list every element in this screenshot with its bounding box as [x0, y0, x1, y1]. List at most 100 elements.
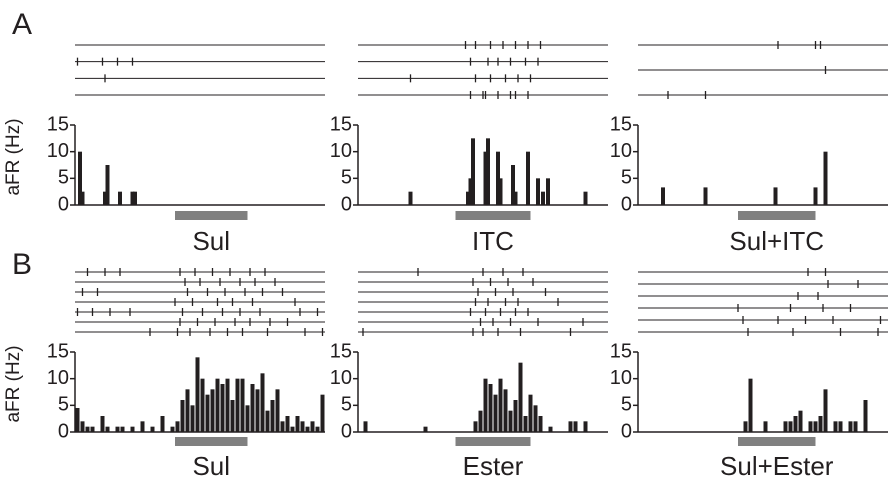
bar [80, 191, 85, 205]
bar [793, 416, 798, 432]
bar [818, 416, 823, 432]
y-tick-label: 5 [621, 167, 632, 189]
bar [568, 421, 573, 432]
bar [511, 165, 515, 205]
bar [215, 378, 220, 432]
panel-label: B [12, 248, 32, 281]
bar [483, 151, 488, 205]
bar [85, 426, 90, 432]
bar [533, 405, 538, 432]
bar [536, 178, 540, 205]
y-tick-label: 0 [341, 193, 352, 215]
bar [175, 421, 180, 432]
bar [743, 421, 748, 432]
bar [133, 191, 137, 205]
bar [105, 165, 110, 205]
bar [150, 426, 155, 432]
y-tick-label: 5 [621, 394, 632, 416]
bar [270, 400, 275, 432]
bar [290, 426, 295, 432]
bar [285, 416, 290, 432]
bar [320, 394, 325, 432]
bar [90, 426, 95, 432]
bar [310, 421, 315, 432]
bar [315, 426, 320, 432]
bar [195, 357, 200, 432]
bar [546, 178, 550, 205]
bar [661, 187, 665, 205]
bar [853, 421, 858, 432]
bar [508, 410, 513, 432]
y-tick-label: 10 [610, 367, 632, 389]
bar [240, 378, 245, 432]
y-tick-label: 15 [330, 340, 352, 362]
bar [838, 421, 843, 432]
stimulus-bar [175, 437, 248, 446]
y-tick-label: 5 [58, 167, 69, 189]
y-tick-label: 10 [47, 140, 69, 162]
bar [160, 416, 165, 432]
bar [280, 421, 285, 432]
bar [548, 426, 553, 432]
bar [498, 178, 503, 205]
bar [471, 138, 475, 205]
bar [265, 410, 270, 432]
y-tick-label: 15 [330, 113, 352, 135]
bar [488, 384, 493, 432]
y-tick-label: 0 [58, 420, 69, 442]
bar [486, 138, 490, 205]
stimulus-bar [738, 437, 816, 446]
y-tick-label: 5 [341, 167, 352, 189]
stimulus-bar [175, 211, 248, 220]
bar [275, 389, 280, 432]
condition-label: ITC [472, 226, 514, 256]
y-tick-label: 10 [330, 140, 352, 162]
bar [423, 426, 428, 432]
y-tick-label: 0 [621, 420, 632, 442]
y-tick-label: 10 [47, 367, 69, 389]
bar [538, 416, 543, 432]
bar [808, 421, 813, 432]
bar [250, 384, 255, 432]
bar [513, 191, 518, 205]
condition-label: Ester [463, 451, 524, 481]
y-tick-label: 0 [58, 193, 69, 215]
stimulus-bar [455, 211, 531, 220]
bar [295, 416, 300, 432]
bar [823, 389, 828, 432]
bar [120, 426, 125, 432]
y-axis-label: aFR (Hz) [3, 118, 24, 195]
bar [140, 421, 145, 432]
bar [813, 187, 818, 205]
stimulus-bar [455, 437, 531, 446]
bar [468, 178, 473, 205]
bar [100, 416, 105, 432]
bar [513, 400, 518, 432]
bar [180, 400, 185, 432]
bar [526, 151, 530, 205]
bar [235, 378, 240, 432]
bar [833, 421, 838, 432]
y-tick-label: 15 [47, 340, 69, 362]
bar [300, 421, 305, 432]
bar [255, 389, 260, 432]
condition-label: Sul+Ester [720, 451, 834, 481]
y-tick-label: 5 [58, 394, 69, 416]
bar [245, 405, 250, 432]
y-tick-label: 15 [610, 113, 632, 135]
bar [130, 426, 135, 432]
y-tick-label: 10 [610, 140, 632, 162]
bar [813, 421, 818, 432]
bar [483, 378, 488, 432]
bar [573, 421, 578, 432]
bar [75, 408, 80, 432]
bar [200, 378, 205, 432]
bar [763, 421, 768, 432]
bar [541, 191, 545, 205]
y-tick-label: 15 [610, 340, 632, 362]
bar [220, 384, 225, 432]
bar [305, 426, 310, 432]
bar [118, 191, 122, 205]
bar [78, 151, 82, 205]
